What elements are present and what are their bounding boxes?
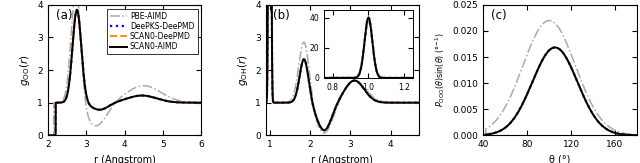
SCAN0-DeePMD	[193, 102, 201, 104]
X-axis label: θ (°): θ (°)	[550, 155, 571, 163]
PBE-AIMD	[115, 98, 122, 100]
Line: DeePKS-DeePMD: DeePKS-DeePMD	[48, 10, 202, 135]
SCAN0-DeePMD	[115, 100, 122, 102]
Y-axis label: $g_\mathrm{OH}(r)$: $g_\mathrm{OH}(r)$	[236, 54, 250, 86]
X-axis label: r (Angstrom): r (Angstrom)	[312, 155, 373, 163]
Line: SCAN0-AIMD: SCAN0-AIMD	[48, 10, 202, 135]
SCAN0-AIMD	[198, 102, 205, 104]
PBE-AIMD	[198, 102, 205, 104]
X-axis label: r (Angstrom): r (Angstrom)	[93, 155, 156, 163]
PBE-AIMD	[193, 102, 201, 104]
Text: (b): (b)	[273, 9, 290, 22]
SCAN0-DeePMD	[119, 99, 127, 101]
SCAN0-AIMD	[193, 102, 201, 104]
Y-axis label: $g_\mathrm{OO}(r)$: $g_\mathrm{OO}(r)$	[18, 54, 32, 86]
DeePKS-DeePMD	[198, 102, 205, 104]
SCAN0-AIMD	[73, 9, 81, 11]
PBE-AIMD	[193, 102, 201, 104]
DeePKS-DeePMD	[73, 9, 81, 11]
Y-axis label: $P_\mathrm{OOO}(\theta)\sin(\theta)$ ($°^{-1}$): $P_\mathrm{OOO}(\theta)\sin(\theta)$ ($°…	[433, 33, 447, 107]
Line: SCAN0-DeePMD: SCAN0-DeePMD	[48, 10, 202, 135]
SCAN0-DeePMD	[52, 102, 60, 104]
PBE-AIMD	[119, 95, 127, 97]
DeePKS-DeePMD	[115, 100, 122, 102]
SCAN0-DeePMD	[165, 100, 173, 102]
Line: PBE-AIMD: PBE-AIMD	[48, 0, 202, 135]
SCAN0-DeePMD	[193, 102, 201, 104]
DeePKS-DeePMD	[52, 102, 60, 104]
SCAN0-AIMD	[52, 102, 60, 104]
DeePKS-DeePMD	[193, 102, 201, 104]
PBE-AIMD	[165, 96, 173, 98]
SCAN0-DeePMD	[44, 134, 52, 136]
Legend: PBE-AIMD, DeePKS-DeePMD, SCAN0-DeePMD, SCAN0-AIMD: PBE-AIMD, DeePKS-DeePMD, SCAN0-DeePMD, S…	[107, 9, 198, 54]
SCAN0-AIMD	[193, 102, 201, 104]
SCAN0-AIMD	[119, 99, 127, 101]
DeePKS-DeePMD	[44, 134, 52, 136]
DeePKS-DeePMD	[165, 100, 173, 102]
Text: (a): (a)	[56, 9, 72, 22]
SCAN0-DeePMD	[73, 9, 81, 11]
SCAN0-DeePMD	[198, 102, 205, 104]
SCAN0-AIMD	[115, 100, 122, 102]
SCAN0-AIMD	[165, 100, 173, 102]
SCAN0-AIMD	[44, 134, 52, 136]
PBE-AIMD	[52, 102, 60, 104]
PBE-AIMD	[44, 134, 52, 136]
Text: (c): (c)	[491, 9, 507, 22]
DeePKS-DeePMD	[119, 99, 127, 101]
DeePKS-DeePMD	[193, 102, 201, 104]
